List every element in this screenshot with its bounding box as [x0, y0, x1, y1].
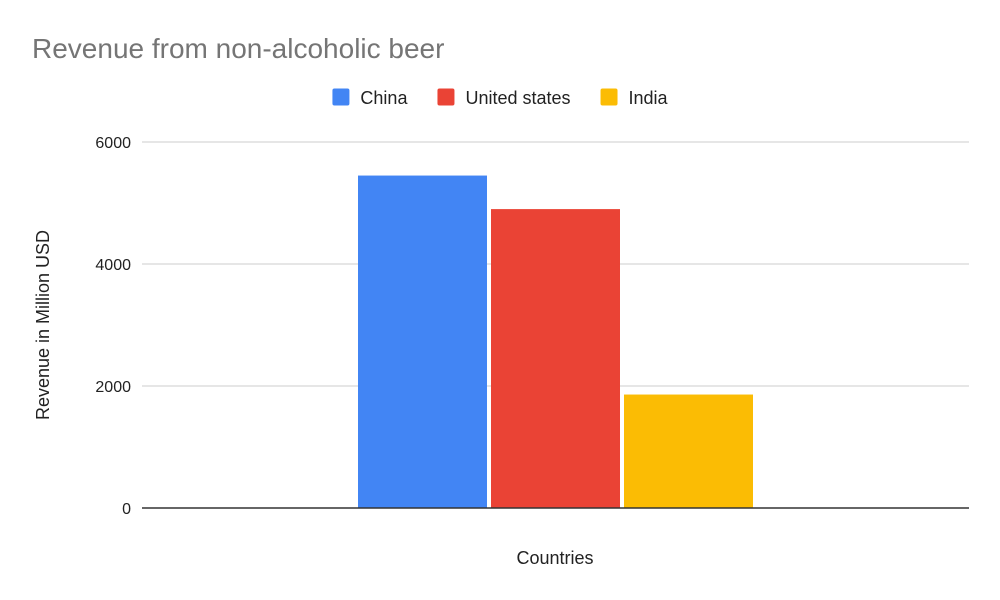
x-axis-title: Countries — [516, 548, 593, 568]
legend-swatch — [332, 88, 350, 106]
bar-china — [358, 175, 487, 509]
legend-label: United states — [465, 88, 570, 108]
y-tick-label: 2000 — [95, 379, 131, 396]
y-axis-title: Revenue in Million USD — [33, 230, 53, 420]
bars — [358, 175, 753, 509]
legend-item-united-states: United states — [437, 88, 571, 108]
legend-label: India — [629, 88, 669, 108]
legend-label: China — [360, 88, 408, 108]
chart-title: Revenue from non-alcoholic beer — [32, 33, 444, 64]
y-tick-labels: 0 2000 4000 6000 — [95, 135, 131, 518]
y-tick-label: 4000 — [95, 257, 131, 274]
bar-india — [624, 394, 753, 508]
bar-united-states — [491, 209, 620, 508]
legend-item-india: India — [600, 88, 669, 108]
legend-swatch — [437, 88, 455, 106]
legend-item-china: China — [332, 88, 408, 108]
y-tick-label: 6000 — [95, 135, 131, 152]
y-tick-label: 0 — [122, 501, 131, 518]
legend: China United states India — [332, 88, 669, 108]
legend-swatch — [600, 88, 618, 106]
